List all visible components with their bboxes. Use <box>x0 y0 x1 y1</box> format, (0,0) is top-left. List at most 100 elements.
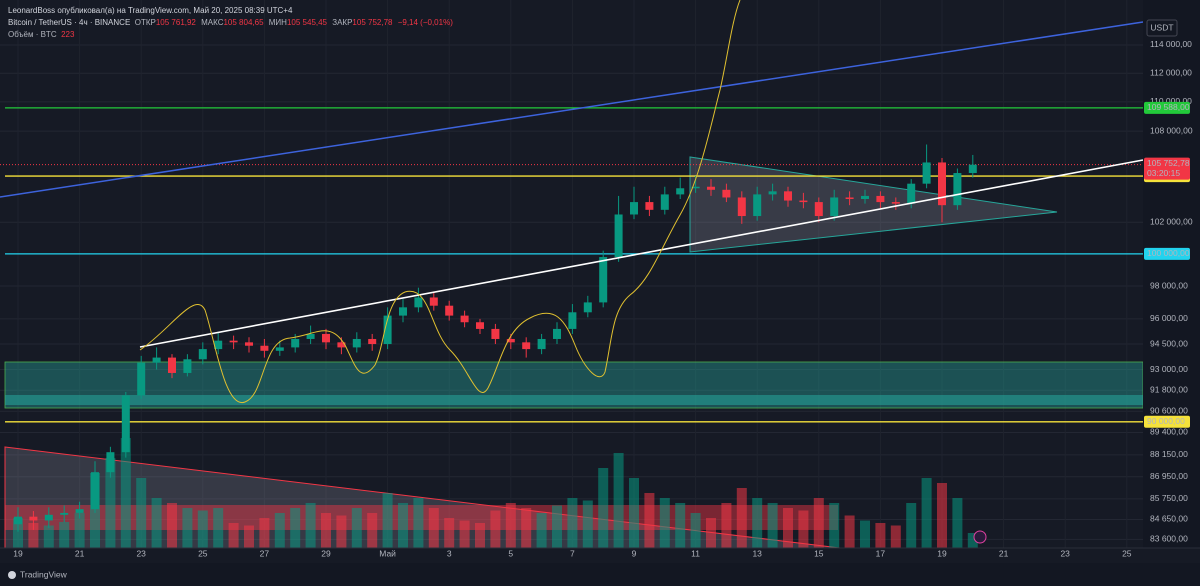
volume-bar <box>398 503 408 548</box>
level-label: 100 000,00 <box>1147 248 1190 258</box>
candle-body <box>876 195 885 203</box>
level-label-bg <box>1144 101 1190 114</box>
volume-bar <box>74 513 85 548</box>
candle-body <box>121 395 130 453</box>
volume-bar <box>736 488 747 548</box>
candle-body <box>614 214 623 258</box>
volume-line: Объём · BTC 223 <box>8 29 456 41</box>
volume-bar <box>675 503 686 548</box>
volume-bar <box>721 503 732 548</box>
volume-bar <box>798 510 809 548</box>
y-tick-label: 93 000,00 <box>1150 364 1188 374</box>
candle-body <box>522 342 531 350</box>
volume-bar <box>259 518 270 548</box>
volume-bar <box>43 525 54 548</box>
candle-body <box>568 312 577 329</box>
y-tick-label: 90 600,00 <box>1150 405 1188 415</box>
candle-body <box>322 333 330 343</box>
volume-bar <box>505 503 516 548</box>
volume-bar <box>536 513 547 548</box>
candle-body <box>106 452 115 473</box>
candle-body <box>768 191 777 195</box>
x-tick-label: 25 <box>198 548 208 558</box>
ohlc-value: 105 545,45 <box>286 18 328 27</box>
candle-body <box>830 197 839 217</box>
last-price-label: 105 752,78 <box>1147 158 1190 168</box>
channel-line <box>0 21 1144 198</box>
volume-bar <box>336 515 347 548</box>
candle-body <box>275 347 284 351</box>
event-icon[interactable] <box>973 530 987 544</box>
candle-body <box>306 333 315 339</box>
volume-bar <box>120 438 131 548</box>
x-tick-label: 15 <box>814 548 824 558</box>
y-tick-label: 102 000,00 <box>1150 217 1193 227</box>
header: LeonardBoss опубликовал(а) на TradingVie… <box>8 5 456 41</box>
x-tick-label: 21 <box>75 548 85 558</box>
volume-last: 223 <box>61 30 75 39</box>
x-tick-label: 21 <box>999 548 1009 558</box>
volume-bar <box>567 498 578 548</box>
volume-bar <box>136 478 147 548</box>
volume-bar <box>151 498 162 548</box>
y-tick-label: 94 500,00 <box>1150 338 1188 348</box>
x-tick-label: Май <box>379 548 396 558</box>
volume-bar <box>937 483 947 548</box>
change: −9,14 (−0,01%) <box>397 18 453 27</box>
volume-bar <box>767 503 778 548</box>
x-tick-label: 29 <box>321 548 331 558</box>
volume-bar <box>475 523 485 548</box>
volume-bar <box>783 508 793 548</box>
candle-body <box>799 200 808 203</box>
ohlc-name: МАКС <box>201 18 224 27</box>
y-tick-label: 86 950,00 <box>1150 471 1188 481</box>
candle-body <box>599 257 608 303</box>
y-tick-label: 110 000,00 <box>1150 96 1192 106</box>
candle-body <box>291 338 300 348</box>
volume-bar <box>305 503 316 548</box>
candle-body <box>537 338 546 350</box>
x-tick-label: 17 <box>876 548 886 558</box>
volume-bar <box>197 510 208 548</box>
y-tick-label: 98 000,00 <box>1150 280 1188 290</box>
volume-bar <box>351 508 362 548</box>
candle-body <box>491 328 500 339</box>
candle-body <box>352 338 361 348</box>
candle-body <box>399 307 407 316</box>
symbol-line: Bitcoin / TetherUS · 4ч · BINANCE ОТКР 10… <box>8 17 456 29</box>
ohlc-name: ОТКР <box>134 18 156 27</box>
candle-body <box>137 362 146 396</box>
logo <box>8 571 16 579</box>
candles <box>13 144 978 548</box>
level-label: 109 588,00 <box>1147 102 1190 112</box>
y-tick-label: 88 150,00 <box>1150 449 1188 459</box>
candle-body <box>707 186 715 190</box>
candle-body <box>784 191 792 201</box>
candle-body <box>907 183 916 204</box>
candle-body <box>737 197 746 217</box>
trend-line <box>139 159 1144 348</box>
y-tick-label: 84 650,00 <box>1150 514 1188 524</box>
x-tick-label: 19 <box>13 548 23 558</box>
volume-bar <box>644 493 655 548</box>
volume-bar <box>459 520 470 548</box>
volume-bar <box>105 458 116 548</box>
candle-body <box>676 188 685 195</box>
volume-bar <box>444 518 455 548</box>
currency: USDT <box>1150 22 1173 32</box>
volume-bar <box>860 520 870 548</box>
candle-body <box>60 512 69 515</box>
y-tick-label: 91 800,00 <box>1150 384 1188 394</box>
symbol: Bitcoin / TetherUS · 4ч · BINANCE <box>8 18 131 27</box>
candle-body <box>891 202 900 204</box>
volume-bar <box>367 513 378 548</box>
candle-body <box>445 305 454 316</box>
level-label-bg <box>1144 247 1190 260</box>
volume-bar <box>706 518 716 548</box>
candle-body <box>861 195 869 200</box>
candle-body <box>630 202 638 215</box>
volume-bar <box>598 468 609 548</box>
